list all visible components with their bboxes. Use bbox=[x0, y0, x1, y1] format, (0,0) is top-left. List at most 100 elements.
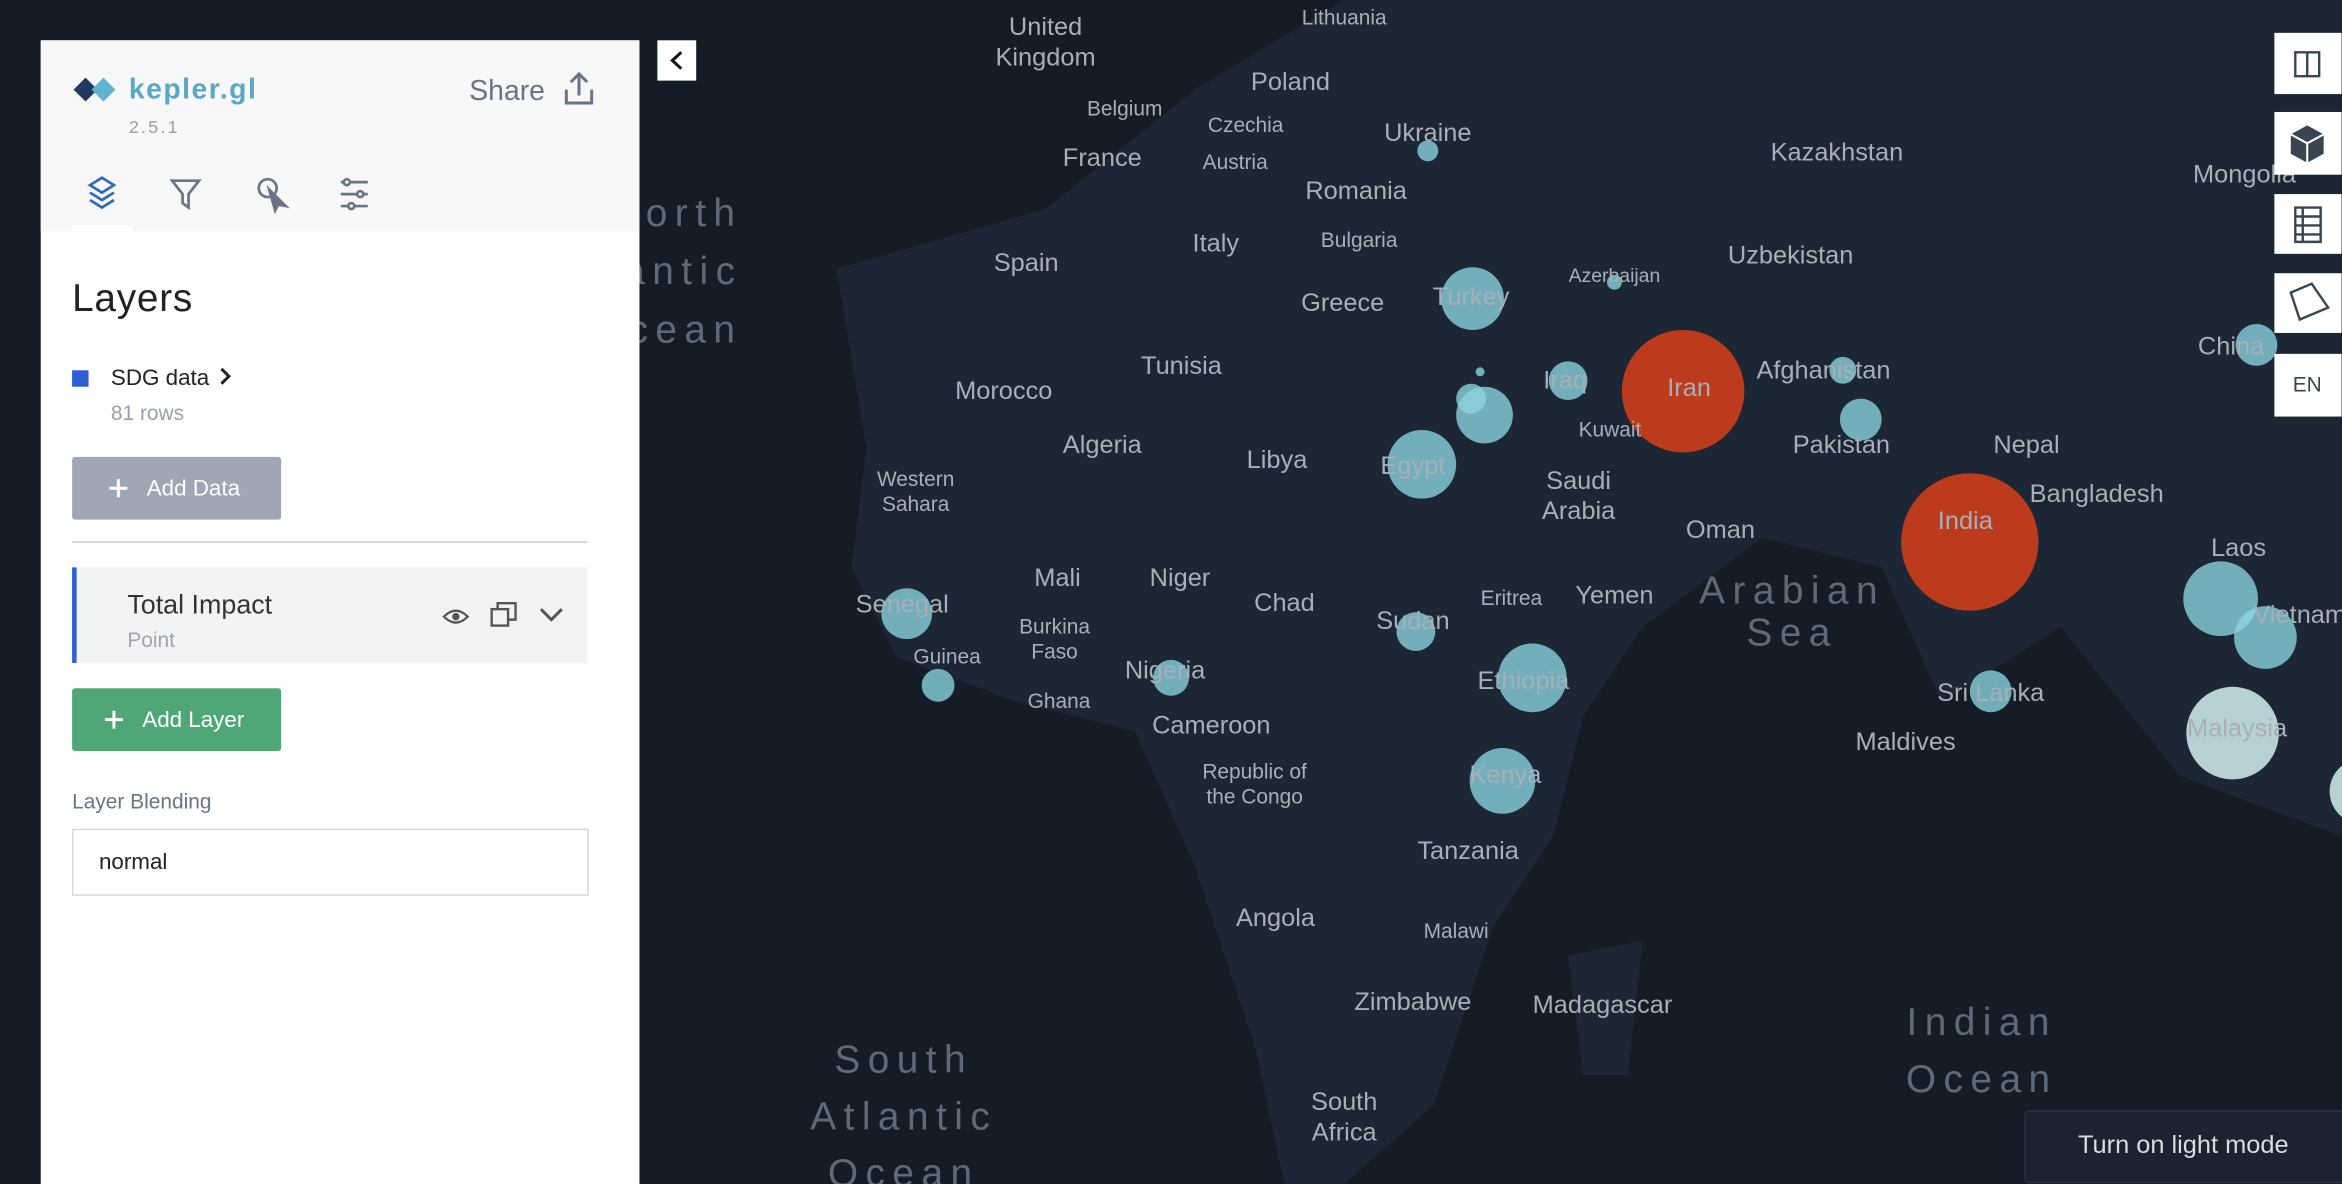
icon bbox=[2294, 51, 2321, 78]
layer-type: Point bbox=[127, 629, 175, 652]
point[interactable] bbox=[1621, 329, 1745, 453]
place-label: Bulgaria bbox=[1321, 229, 1398, 252]
place-label: France bbox=[1063, 144, 1142, 172]
place-label: Maldives bbox=[1856, 728, 1956, 756]
dataset-name[interactable]: SDG data bbox=[111, 365, 210, 390]
place-label: Uzbekistan bbox=[1728, 241, 1854, 269]
place-label: Ukraine bbox=[1384, 119, 1471, 147]
place-label: Africa bbox=[1312, 1118, 1378, 1146]
place-label: Kenya bbox=[1469, 761, 1542, 789]
place-label: Ghana bbox=[1028, 690, 1091, 713]
place-label: Tanzania bbox=[1417, 837, 1519, 865]
point[interactable] bbox=[1839, 398, 1882, 441]
place-label: Burkina bbox=[1019, 616, 1090, 639]
place-label: India bbox=[1938, 507, 1994, 535]
point[interactable] bbox=[2235, 323, 2278, 366]
point[interactable] bbox=[1153, 659, 1189, 696]
panel-title: Layers bbox=[72, 277, 193, 320]
share-button[interactable]: Share bbox=[469, 75, 545, 107]
theme-toggle-label[interactable]: Turn on light mode bbox=[2078, 1131, 2289, 1159]
ocean-label: Arabian bbox=[1699, 570, 1885, 613]
add-layer-button[interactable] bbox=[72, 688, 282, 752]
language-selector[interactable] bbox=[2274, 353, 2342, 417]
blending-select[interactable] bbox=[72, 828, 589, 896]
duplicate-layer[interactable] bbox=[490, 602, 517, 627]
place-label: Poland bbox=[1251, 68, 1330, 96]
place-label: South bbox=[1311, 1088, 1377, 1116]
place-label: Malaysia bbox=[2187, 715, 2288, 743]
place-label: Eritrea bbox=[1481, 587, 1543, 610]
place-label: Guinea bbox=[913, 645, 981, 668]
blending-value[interactable]: normal bbox=[99, 849, 167, 874]
point[interactable] bbox=[2234, 606, 2297, 669]
point[interactable] bbox=[1387, 430, 1457, 499]
add-layer-label[interactable]: Add Layer bbox=[142, 707, 245, 732]
point[interactable] bbox=[1441, 267, 1504, 330]
show-legend[interactable] bbox=[2274, 194, 2342, 254]
place-label: Vietnam bbox=[2253, 601, 2342, 629]
tab-filters[interactable] bbox=[169, 179, 202, 211]
place-label: Chad bbox=[1254, 589, 1315, 617]
point[interactable] bbox=[881, 588, 933, 640]
layer-name[interactable]: Total Impact bbox=[127, 590, 272, 620]
point[interactable] bbox=[1497, 643, 1567, 713]
expand-layer[interactable] bbox=[539, 608, 563, 622]
point[interactable] bbox=[1606, 274, 1622, 290]
panel-header bbox=[40, 40, 640, 232]
place-label: Libya bbox=[1247, 446, 1309, 474]
plus-icon bbox=[109, 479, 128, 498]
icon bbox=[2294, 206, 2322, 244]
point[interactable] bbox=[2183, 561, 2258, 637]
place-label: Romania bbox=[1305, 177, 1407, 205]
place-label: Angola bbox=[1236, 904, 1316, 932]
language[interactable]: EN bbox=[2293, 374, 2322, 397]
icon bbox=[2289, 282, 2330, 322]
place-label: Nepal bbox=[1993, 431, 2059, 459]
point[interactable] bbox=[2186, 686, 2279, 780]
tab-layers[interactable] bbox=[87, 176, 117, 210]
collapse-icon bbox=[670, 51, 683, 70]
place-label: Laos bbox=[2211, 534, 2266, 562]
icon bbox=[2290, 133, 2325, 163]
tab-interactions[interactable] bbox=[257, 177, 290, 215]
point[interactable] bbox=[1417, 140, 1439, 162]
point[interactable] bbox=[1829, 356, 1857, 384]
visibility-toggle[interactable] bbox=[442, 609, 470, 624]
place-label: Sudan bbox=[1376, 607, 1449, 635]
place-label: Bangladesh bbox=[2030, 480, 2164, 508]
point[interactable] bbox=[1901, 473, 2039, 611]
tab-map-style[interactable] bbox=[340, 177, 368, 211]
share-icon[interactable] bbox=[564, 71, 594, 105]
place-label: Senegal bbox=[856, 591, 949, 619]
point[interactable] bbox=[921, 668, 955, 702]
add-data-label[interactable]: Add Data bbox=[147, 476, 241, 501]
point[interactable] bbox=[2329, 758, 2342, 824]
point[interactable] bbox=[1969, 670, 2012, 713]
point[interactable] bbox=[1475, 367, 1485, 377]
place-label: Sahara bbox=[882, 493, 950, 516]
place-label: Oman bbox=[1686, 516, 1755, 544]
theme-toggle[interactable] bbox=[2024, 1110, 2342, 1184]
place-label: Ethiopia bbox=[1478, 667, 1571, 695]
place-label: Nigeria bbox=[1125, 656, 1206, 684]
point[interactable] bbox=[1469, 748, 1536, 814]
point[interactable] bbox=[1396, 612, 1436, 651]
add-data-button[interactable] bbox=[72, 456, 282, 520]
place-label: Turkey bbox=[1433, 283, 1510, 311]
place-label: Pakistan bbox=[1793, 431, 1890, 459]
place-label: Madagascar bbox=[1533, 991, 1673, 1019]
dataset-chevron[interactable] bbox=[220, 367, 231, 385]
place-label: Egypt bbox=[1380, 452, 1445, 480]
place-label: Afghanistan bbox=[1756, 356, 1890, 384]
place-label: Kazakhstan bbox=[1771, 138, 1904, 166]
point[interactable] bbox=[1456, 386, 1513, 444]
place-label: Kuwait bbox=[1579, 419, 1642, 442]
draw-polygon[interactable] bbox=[2274, 273, 2342, 333]
dataset-color bbox=[72, 370, 89, 387]
place-label: Morocco bbox=[955, 377, 1052, 405]
collapse-panel[interactable] bbox=[657, 40, 697, 81]
place-label: the Congo bbox=[1206, 785, 1302, 808]
land bbox=[836, 0, 2342, 1184]
point[interactable] bbox=[1548, 361, 1588, 401]
